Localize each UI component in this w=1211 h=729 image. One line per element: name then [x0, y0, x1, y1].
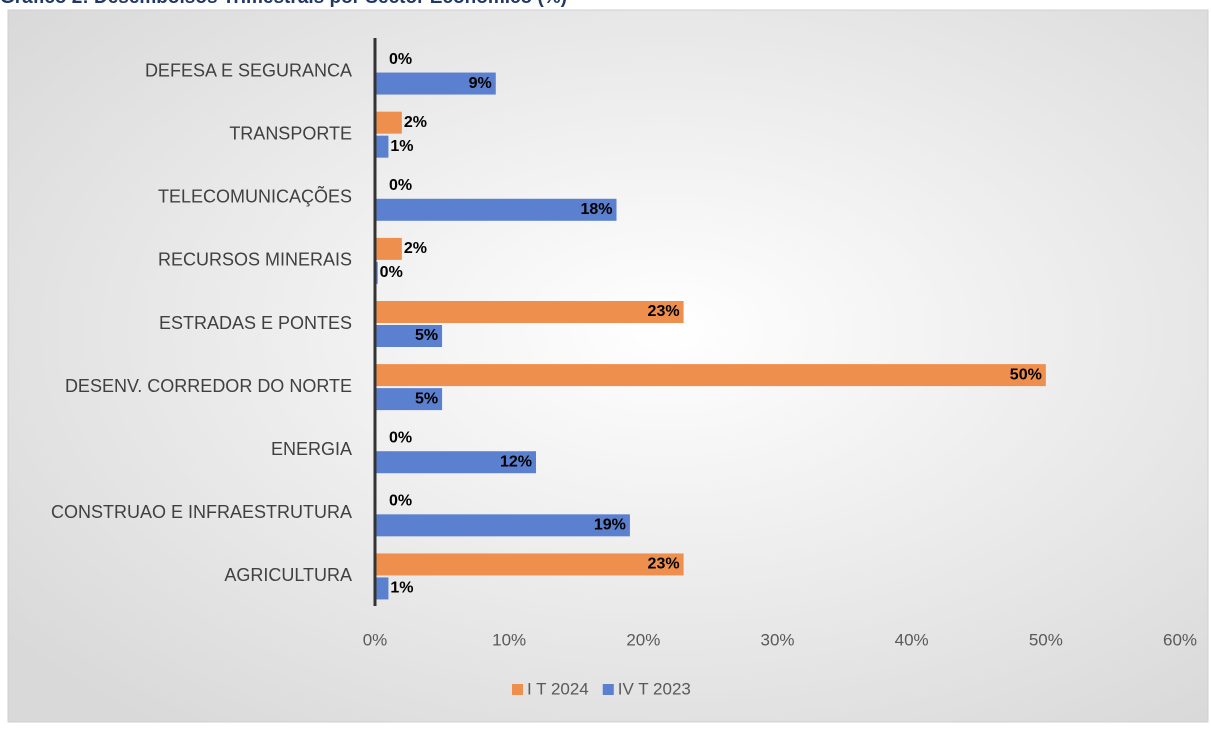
legend-swatch — [602, 684, 614, 695]
x-tick-label: 0% — [363, 630, 388, 649]
bar — [375, 514, 630, 537]
bar — [375, 388, 443, 411]
data-label: 1% — [390, 138, 413, 155]
data-label: 2% — [404, 114, 427, 131]
bar — [375, 111, 402, 134]
bar — [375, 553, 684, 576]
data-label: 0% — [389, 493, 412, 510]
bar — [375, 237, 402, 260]
bar — [375, 72, 496, 95]
chart-title: Gráfico 2: Desembolsos Trimestrais por S… — [0, 0, 567, 8]
data-label: 5% — [415, 390, 438, 407]
y-tick-label: AGRICULTURA — [224, 565, 352, 585]
data-label: 0% — [389, 429, 412, 446]
data-label: 19% — [594, 517, 626, 534]
data-label: 1% — [390, 580, 413, 597]
y-tick-label: DEFESA E SEGURANCA — [145, 60, 352, 80]
y-tick-label: DESENV. CORREDOR DO NORTE — [65, 376, 352, 396]
data-label: 18% — [580, 201, 612, 218]
y-tick-label: ENERGIA — [271, 439, 352, 459]
data-label: 9% — [469, 75, 492, 92]
y-tick-label: TRANSPORTE — [229, 123, 352, 143]
x-tick-label: 30% — [760, 630, 794, 649]
data-label: 23% — [648, 303, 680, 320]
data-label: 0% — [389, 51, 412, 68]
data-label: 2% — [404, 240, 427, 257]
bar — [375, 135, 389, 158]
bar — [375, 325, 443, 347]
data-label: 0% — [389, 177, 412, 194]
x-tick-label: 10% — [492, 630, 526, 649]
data-label: 12% — [500, 453, 532, 470]
x-tick-label: 40% — [895, 630, 929, 649]
data-label: 50% — [1010, 366, 1042, 383]
y-tick-label: CONSTRUAO E INFRAESTRUTURA — [51, 502, 352, 522]
legend-swatch — [512, 684, 523, 695]
bar — [375, 301, 684, 323]
y-tick-label: RECURSOS MINERAIS — [158, 250, 352, 270]
y-tick-label: ESTRADAS E PONTES — [159, 313, 352, 333]
legend-label: IV T 2023 — [618, 679, 691, 698]
y-tick-label: TELECOMUNICAÇÕES — [158, 186, 352, 207]
x-tick-label: 60% — [1163, 630, 1197, 649]
bar — [375, 364, 1046, 387]
bar — [375, 451, 536, 474]
legend-label: I T 2024 — [527, 679, 589, 698]
bar — [375, 577, 389, 600]
data-label: 0% — [380, 264, 403, 281]
x-tick-label: 20% — [626, 630, 660, 649]
x-tick-label: 50% — [1029, 630, 1063, 649]
data-label: 5% — [415, 327, 438, 344]
data-label: 23% — [648, 556, 680, 573]
bar — [375, 198, 617, 221]
